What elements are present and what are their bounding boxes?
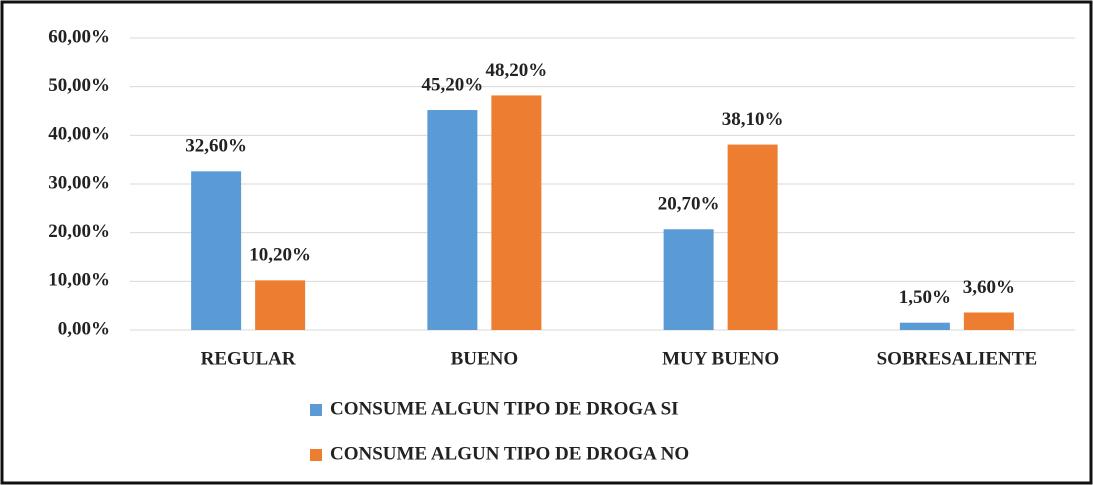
data-label: 45,20% — [422, 74, 484, 95]
y-tick-label: 50,00% — [48, 75, 110, 96]
data-label: 3,60% — [963, 277, 1015, 298]
bar — [427, 110, 478, 330]
y-tick-label: 40,00% — [48, 124, 110, 145]
data-label: 10,20% — [249, 245, 311, 266]
y-tick-label: 0,00% — [58, 318, 110, 339]
x-tick-label: REGULAR — [201, 348, 296, 369]
x-tick-label: BUENO — [451, 348, 519, 369]
bar — [663, 229, 714, 330]
data-label: 38,10% — [722, 109, 784, 130]
y-tick-label: 10,00% — [48, 270, 110, 291]
y-tick-label: 60,00% — [48, 26, 110, 47]
bar — [899, 322, 950, 330]
x-tick-label: SOBRESALIENTE — [877, 348, 1038, 369]
data-label: 20,70% — [658, 194, 720, 215]
y-tick-label: 30,00% — [48, 172, 110, 193]
legend-swatch — [310, 449, 322, 461]
legend-label: CONSUME ALGUN TIPO DE DROGA SI — [330, 398, 679, 419]
bar — [963, 312, 1014, 330]
bar — [191, 171, 242, 330]
x-tick-label: MUY BUENO — [662, 348, 779, 369]
data-label: 1,50% — [899, 287, 951, 308]
bar — [255, 280, 306, 330]
y-tick-label: 20,00% — [48, 221, 110, 242]
legend-swatch — [310, 404, 322, 416]
legend-label: CONSUME ALGUN TIPO DE DROGA NO — [330, 443, 689, 464]
bar — [727, 144, 778, 330]
bar — [491, 95, 542, 330]
data-label: 32,60% — [185, 136, 247, 157]
data-label: 48,20% — [486, 60, 548, 81]
